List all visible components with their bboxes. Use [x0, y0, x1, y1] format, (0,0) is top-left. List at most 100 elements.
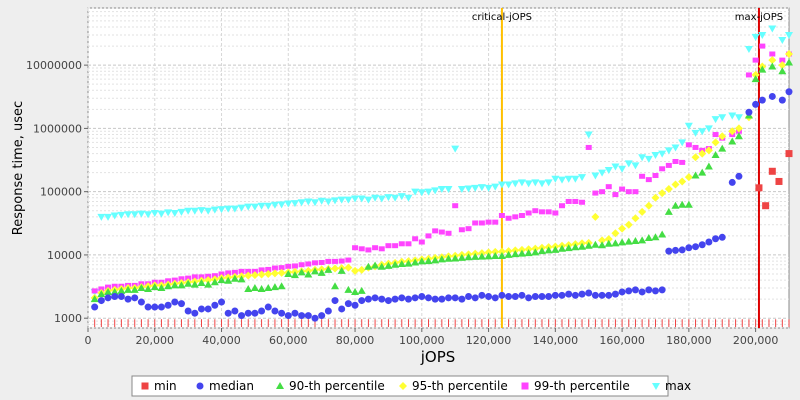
data-point	[337, 266, 346, 274]
data-point	[785, 49, 793, 58]
data-point	[445, 294, 453, 302]
data-point	[517, 249, 526, 257]
data-point	[578, 290, 586, 298]
data-point	[624, 237, 633, 245]
data-point	[658, 150, 667, 158]
data-point	[511, 250, 520, 258]
data-point	[678, 246, 686, 254]
data-point	[437, 186, 446, 194]
data-point	[638, 288, 646, 296]
data-point	[398, 241, 405, 247]
legend-swatch	[276, 382, 284, 389]
data-point	[432, 228, 439, 234]
data-point	[484, 252, 493, 260]
data-point	[698, 241, 706, 249]
x-tick-label: 200,000	[733, 334, 779, 347]
data-point	[184, 307, 192, 315]
data-point	[244, 203, 253, 211]
data-point	[397, 193, 406, 201]
data-point	[338, 258, 345, 264]
x-tick-label: 100,000	[399, 334, 445, 347]
data-point	[358, 246, 365, 252]
data-point	[591, 172, 600, 180]
data-point	[245, 268, 252, 274]
data-point	[257, 284, 266, 292]
data-point	[438, 229, 445, 235]
data-point	[651, 193, 660, 202]
data-point	[518, 291, 526, 299]
data-point	[478, 220, 485, 226]
data-point	[364, 196, 373, 204]
data-point	[131, 294, 139, 302]
data-point	[572, 198, 579, 204]
y-tick-label: 10000	[47, 249, 82, 262]
data-point	[718, 114, 727, 122]
data-point	[344, 300, 352, 308]
data-point	[197, 305, 205, 313]
data-point	[664, 147, 673, 155]
data-point	[264, 269, 273, 278]
data-point	[345, 257, 352, 263]
data-point	[417, 257, 426, 265]
data-point	[224, 309, 232, 317]
data-point	[531, 293, 539, 301]
data-point	[551, 245, 560, 253]
data-point	[618, 224, 627, 233]
data-point	[444, 254, 453, 262]
data-point	[658, 230, 667, 238]
data-point	[357, 195, 366, 203]
data-point	[612, 192, 619, 198]
data-point	[351, 195, 360, 203]
data-point	[204, 280, 213, 288]
data-point	[619, 186, 626, 192]
data-point	[452, 203, 459, 209]
data-point	[411, 294, 419, 302]
x-axis: 0 20,000 40,000 60,000 80,000 100,000 120,000 1…	[85, 328, 779, 347]
data-point	[257, 202, 266, 210]
data-point	[324, 198, 333, 206]
data-point	[190, 207, 199, 215]
data-point	[445, 230, 452, 236]
x-tick-label: 180,000	[666, 334, 712, 347]
data-point	[317, 197, 326, 205]
data-point	[651, 287, 659, 295]
data-point	[378, 295, 386, 303]
data-point	[704, 146, 713, 155]
data-point	[537, 247, 546, 255]
data-point	[244, 309, 252, 317]
data-point	[331, 197, 340, 205]
data-point	[191, 274, 198, 280]
data-point	[458, 227, 465, 233]
data-point	[644, 234, 653, 242]
data-point	[497, 181, 506, 189]
data-point	[358, 297, 366, 305]
data-point	[372, 245, 379, 251]
data-point	[785, 150, 793, 158]
data-point	[532, 208, 539, 214]
data-point	[678, 177, 687, 186]
data-point	[571, 175, 580, 183]
data-point	[544, 179, 553, 187]
data-point	[331, 297, 339, 305]
data-point	[598, 236, 607, 245]
data-point	[351, 287, 360, 295]
data-point	[591, 240, 600, 248]
data-point	[678, 139, 687, 147]
data-point	[324, 265, 333, 273]
data-point	[484, 248, 493, 257]
data-point	[344, 196, 353, 204]
data-point	[150, 210, 159, 218]
data-point	[728, 178, 736, 186]
baseline-ticks	[94, 319, 790, 327]
data-point	[631, 286, 639, 294]
data-point	[531, 248, 540, 256]
data-point	[304, 198, 313, 206]
data-point	[505, 215, 512, 221]
data-point	[124, 211, 133, 219]
data-point	[258, 307, 266, 315]
data-point	[752, 100, 760, 108]
data-point	[734, 132, 743, 140]
data-point	[665, 162, 672, 168]
data-point	[371, 261, 380, 269]
